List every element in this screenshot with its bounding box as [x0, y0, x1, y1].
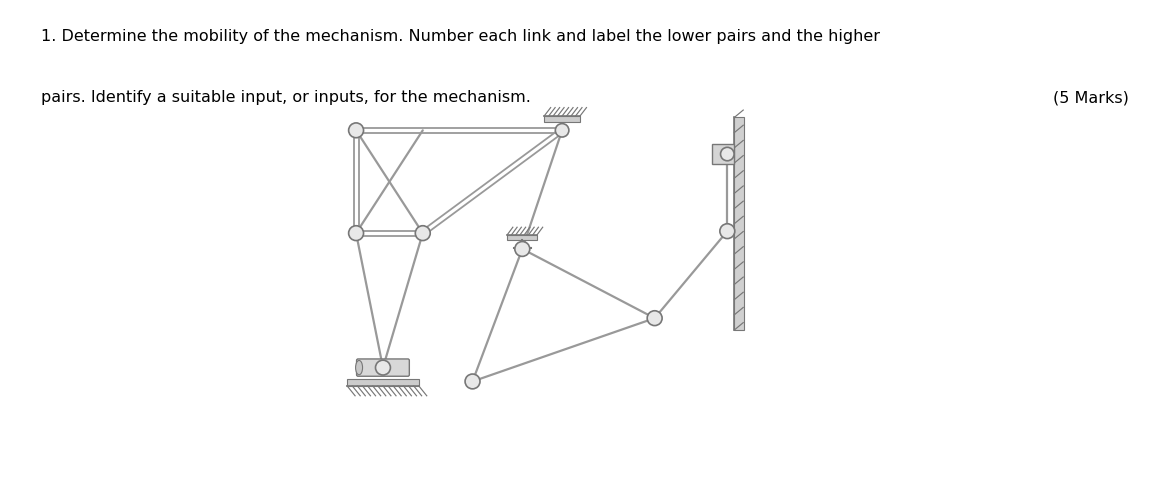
Bar — [507, 235, 538, 240]
Circle shape — [349, 123, 364, 138]
Circle shape — [647, 311, 662, 326]
Bar — [735, 117, 744, 330]
Bar — [712, 144, 735, 164]
Bar — [545, 116, 580, 122]
Text: (5 Marks): (5 Marks) — [1053, 90, 1129, 105]
Circle shape — [465, 374, 480, 389]
Circle shape — [375, 360, 391, 375]
Text: pairs. Identify a suitable input, or inputs, for the mechanism.: pairs. Identify a suitable input, or inp… — [41, 90, 531, 105]
Circle shape — [415, 226, 430, 241]
Circle shape — [555, 124, 569, 137]
FancyBboxPatch shape — [357, 359, 409, 376]
Ellipse shape — [356, 360, 363, 375]
Circle shape — [515, 242, 529, 256]
Text: 1. Determine the mobility of the mechanism. Number each link and label the lower: 1. Determine the mobility of the mechani… — [41, 29, 880, 45]
Circle shape — [721, 147, 735, 161]
Circle shape — [349, 226, 364, 241]
Circle shape — [719, 224, 735, 239]
Bar — [347, 380, 419, 386]
